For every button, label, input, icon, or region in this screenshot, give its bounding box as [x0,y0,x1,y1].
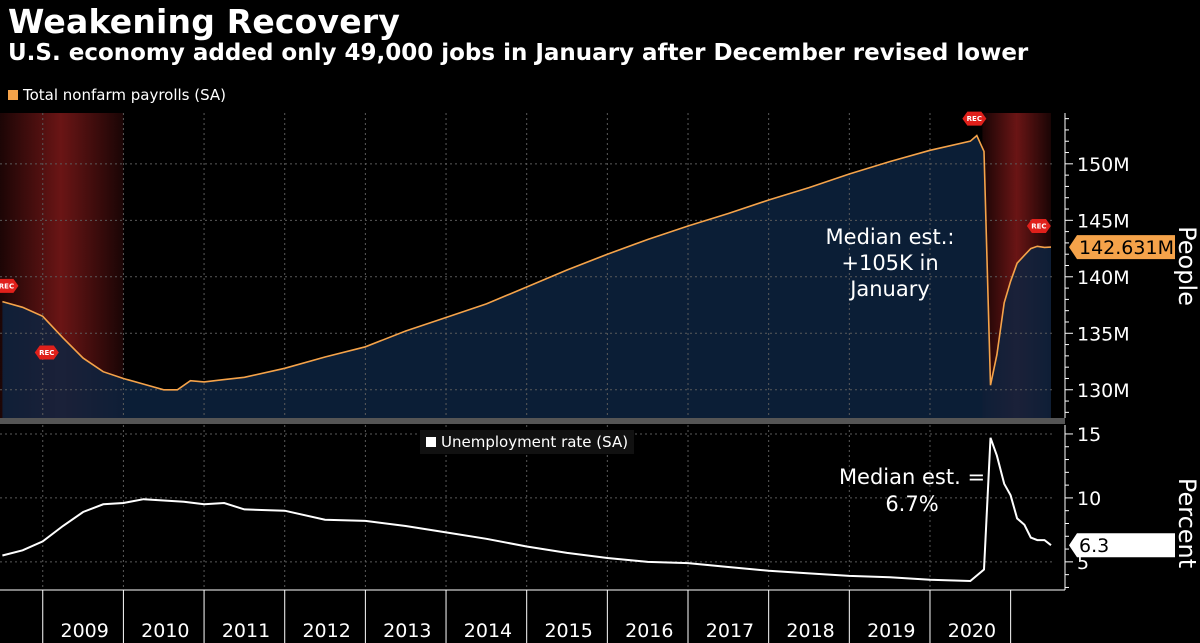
legend-swatch-payrolls [8,90,18,100]
payroll-line [2,134,1052,391]
rec-marker: REC [962,111,987,126]
last-value-label-bottom: 6.3 [1079,535,1109,557]
y-tick-label-top: 145M [1077,210,1130,232]
x-tick-label: 2013 [383,620,431,642]
y-tick-label-bottom: 5 [1077,552,1089,574]
rec-marker: REC [0,278,19,293]
x-tick-label: 2018 [786,620,834,642]
y-tick-label-top: 130M [1077,380,1130,402]
rec-marker-label: REC [0,282,14,290]
x-tick-label: 2012 [302,620,350,642]
y-axis-title-top: People [1173,226,1200,306]
rec-marker-shape [34,345,59,360]
x-tick-label: 2019 [867,620,915,642]
y-tick-label-bottom: 10 [1077,488,1101,510]
annotation-payrolls: +105K in [841,251,938,275]
rec-marker-shape [962,111,987,126]
x-tick-label: 2014 [464,620,512,642]
rec-marker-label: REC [967,115,982,123]
x-tick-label: 2010 [141,620,189,642]
x-tick-label: 2011 [222,620,270,642]
legend-unemployment: Unemployment rate (SA) [420,430,635,454]
legend-label-unemployment: Unemployment rate (SA) [441,433,629,451]
annotation-payrolls: Median est.: [826,225,955,249]
panel-separator [0,418,1065,424]
annotation-unemployment: 6.7% [885,492,938,516]
x-tick-label: 2017 [706,620,754,642]
annotation-payrolls: January [848,277,930,301]
rec-marker-label: REC [1031,222,1046,230]
y-tick-label-top: 140M [1077,267,1130,289]
last-value-badge-bottom [1069,533,1175,558]
chart-subtitle: U.S. economy added only 49,000 jobs in J… [8,40,1029,66]
rec-marker-shape [1026,218,1051,233]
legend-swatch-unemployment [426,437,436,447]
rec-marker: REC [1026,218,1051,233]
annotation-unemployment: Median est. = [839,465,985,489]
rec-marker: REC [34,345,59,360]
x-tick-label: 2009 [61,620,109,642]
unemployment-line [2,437,1052,583]
y-axis-title-bottom: Percent [1173,478,1200,568]
last-value-badge-top [1069,235,1175,260]
y-tick-label-bottom: 15 [1077,424,1101,446]
rec-marker-shape [0,278,19,293]
x-tick-label: 2015 [544,620,592,642]
payroll-area [2,135,1051,418]
last-value-label-top: 142.631M [1079,237,1174,259]
x-tick-label: 2016 [625,620,673,642]
y-tick-label-top: 135M [1077,323,1130,345]
y-tick-label-top: 150M [1077,154,1130,176]
x-tick-label: 2020 [948,620,996,642]
rec-marker-label: REC [39,349,54,357]
legend-payrolls: Total nonfarm payrolls (SA) [8,86,226,104]
legend-label-payrolls: Total nonfarm payrolls (SA) [23,86,227,104]
chart-title: Weakening Recovery [8,2,401,41]
